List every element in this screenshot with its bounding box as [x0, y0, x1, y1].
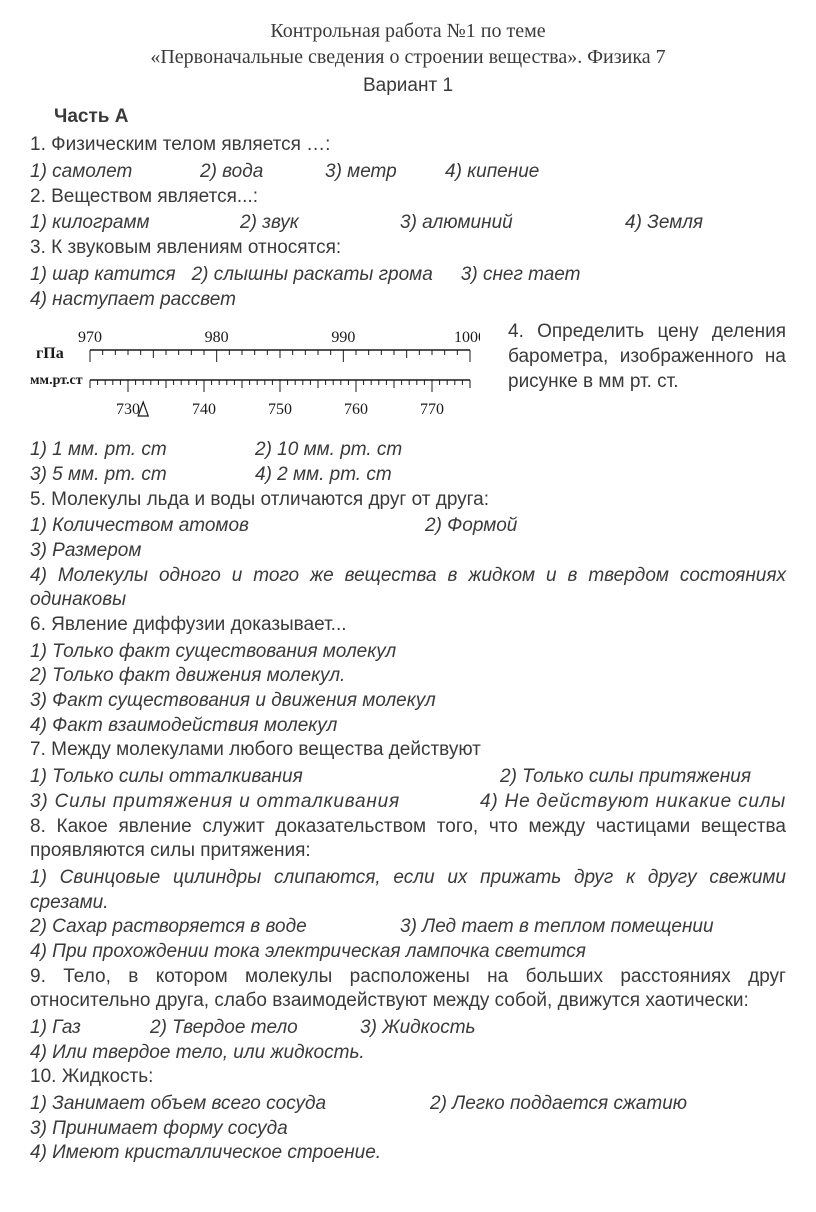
q7-opt4: 4) Не действуют никакие силы [480, 790, 786, 815]
svg-text:750: 750 [268, 401, 292, 418]
q5-opt2: 2) Формой [425, 514, 517, 539]
q10-text: 10. Жидкость: [30, 1065, 786, 1090]
svg-text:740: 740 [192, 401, 216, 418]
variant-label: Вариант 1 [30, 74, 786, 99]
q9-opt4: 4) Или твердое тело, или жидкость. [30, 1041, 786, 1066]
q4-options-row2: 3) 5 мм. рт. ст 4) 2 мм. рт. ст [30, 463, 786, 488]
barometer-block: 9709809901000гПа730740750760770мм.рт.ст … [30, 318, 786, 428]
q4-opt2: 2) 10 мм. рт. ст [255, 438, 402, 463]
q10-opt1: 1) Занимает объем всего сосуда [30, 1092, 430, 1117]
q2-opt4: 4) Земля [625, 211, 703, 236]
title-line-2: «Первоначальные сведения о строении веще… [30, 44, 786, 70]
q1-options: 1) самолет 2) вода 3) метр 4) кипение [30, 160, 786, 185]
q5-opt3: 3) Размером [30, 539, 786, 564]
q4-opt3: 3) 5 мм. рт. ст [30, 463, 255, 488]
q2-text: 2. Веществом является...: [30, 185, 786, 210]
svg-text:гПа: гПа [36, 345, 64, 362]
q10-opt3: 3) Принимает форму сосуда [30, 1117, 786, 1142]
q7-opt1: 1) Только силы отталкивания [30, 765, 500, 790]
q8-opt3: 3) Лед тает в теплом помещении [400, 915, 714, 940]
q2-options: 1) килограмм 2) звук 3) алюминий 4) Земл… [30, 211, 786, 236]
q9-opt3: 3) Жидкость [360, 1016, 476, 1041]
q4-opt4: 4) 2 мм. рт. ст [255, 463, 392, 488]
q8-opt4: 4) При прохождении тока электрическая ла… [30, 940, 786, 965]
svg-text:970: 970 [78, 329, 102, 346]
svg-text:760: 760 [344, 401, 368, 418]
q1-opt1: 1) самолет [30, 160, 200, 185]
q1-opt2: 2) вода [200, 160, 325, 185]
svg-text:730: 730 [116, 401, 140, 418]
q9-opt1: 1) Газ [30, 1016, 150, 1041]
q3-options: 1) шар катится 2) слышны раскаты грома 3… [30, 263, 786, 288]
q4-text: 4. Определить цену деления барометра, из… [508, 318, 786, 394]
q1-text: 1. Физическим телом является …: [30, 133, 786, 158]
q7-opt2: 2) Только силы притяжения [500, 765, 751, 790]
q5-opt4: 4) Молекулы одного и того же вещества в … [30, 564, 786, 613]
q6-text: 6. Явление диффузии доказывает... [30, 613, 786, 638]
q3-opt3: 3) снег тает [461, 263, 581, 288]
q7-text: 7. Между молекулами любого вещества дейс… [30, 738, 786, 763]
q8-options-row2: 2) Сахар растворяется в воде 3) Лед тает… [30, 915, 786, 940]
q2-opt2: 2) звук [240, 211, 400, 236]
q2-opt3: 3) алюминий [400, 211, 625, 236]
q6-opt1: 1) Только факт существования молекул [30, 640, 786, 665]
q8-text: 8. Какое явление служит доказательством … [30, 815, 786, 864]
q6-opt2: 2) Только факт движения молекул. [30, 664, 786, 689]
svg-text:990: 990 [331, 329, 355, 346]
q3-opt4: 4) наступает рассвет [30, 288, 786, 313]
svg-text:мм.рт.ст: мм.рт.ст [30, 373, 83, 388]
q8-opt2: 2) Сахар растворяется в воде [30, 915, 400, 940]
q8-opt1: 1) Свинцовые цилиндры слипаются, если их… [30, 866, 786, 915]
q5-text: 5. Молекулы льда и воды отличаются друг … [30, 488, 786, 513]
q5-opt1: 1) Количеством атомов [30, 514, 425, 539]
q1-opt3: 3) метр [325, 160, 445, 185]
q10-opt4: 4) Имеют кристаллическое строение. [30, 1141, 786, 1166]
q9-options: 1) Газ 2) Твердое тело 3) Жидкость [30, 1016, 786, 1041]
q10-options-row1: 1) Занимает объем всего сосуда 2) Легко … [30, 1092, 786, 1117]
q6-opt4: 4) Факт взаимодействия молекул [30, 714, 786, 739]
q6-opt3: 3) Факт существования и движения молекул [30, 689, 786, 714]
q2-opt1: 1) килограмм [30, 211, 240, 236]
q3-text: 3. К звуковым явлениям относятся: [30, 236, 786, 261]
q3-opt1: 1) шар катится [30, 263, 176, 288]
svg-text:980: 980 [205, 329, 229, 346]
svg-text:770: 770 [420, 401, 444, 418]
q7-options-row1: 1) Только силы отталкивания 2) Только си… [30, 765, 786, 790]
q4-opt1: 1) 1 мм. рт. ст [30, 438, 255, 463]
q5-options-row1: 1) Количеством атомов 2) Формой [30, 514, 786, 539]
svg-text:1000: 1000 [454, 329, 480, 346]
q1-opt4: 4) кипение [445, 160, 539, 185]
q10-opt2: 2) Легко поддается сжатию [430, 1092, 687, 1117]
part-a-label: Часть А [54, 105, 786, 130]
q9-opt2: 2) Твердое тело [150, 1016, 360, 1041]
q7-opt3: 3) Силы притяжения и отталкивания [30, 790, 400, 815]
barometer-diagram: 970 980 990 1000 гПа 730 740 750 760 770 мм.рт.ст [30, 318, 480, 428]
q4-options-row1: 1) 1 мм. рт. ст 2) 10 мм. рт. ст [30, 438, 786, 463]
q3-opt2: 2) слышны раскаты грома [192, 263, 433, 288]
q7-options-row2: 3) Силы притяжения и отталкивания 4) Не … [30, 790, 786, 815]
title-line-1: Контрольная работа №1 по теме [30, 18, 786, 44]
q9-text: 9. Тело, в котором молекулы расположены … [30, 965, 786, 1014]
